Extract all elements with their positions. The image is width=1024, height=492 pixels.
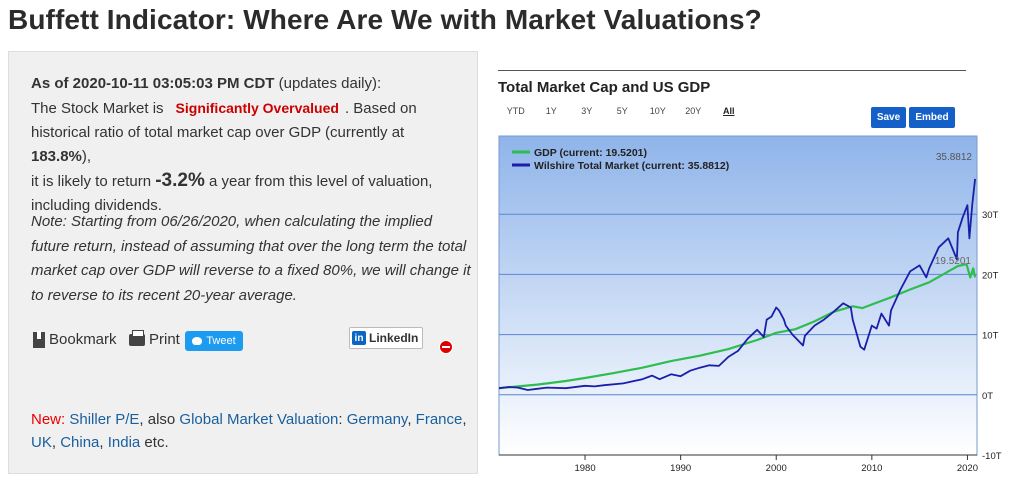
ratio-value: 183.8% <box>31 148 82 165</box>
etc-text: etc. <box>140 434 169 451</box>
range-3y[interactable]: 3Y <box>581 106 593 116</box>
chart-title: Total Market Cap and US GDP <box>498 79 711 96</box>
france-link[interactable]: France <box>415 411 463 428</box>
valuation-summary-text: As of 2020-10-11 03:05:03 PM CDT (update… <box>31 72 461 218</box>
uk-link[interactable]: UK <box>31 434 52 451</box>
global-valuation-link[interactable]: Global Market Valuation <box>179 411 339 428</box>
ratio-text: historical ratio of total market cap ove… <box>31 124 405 141</box>
ratio-close: ), <box>81 148 92 165</box>
plot-background <box>498 135 978 456</box>
bookmark-label: Bookmark <box>49 331 117 348</box>
range-all[interactable]: All <box>722 106 735 116</box>
as-of-timestamp: As of 2020-10-11 03:05:03 PM CDT <box>31 75 275 92</box>
valuation-summary-panel: As of 2020-10-11 03:05:03 PM CDT (update… <box>8 51 478 474</box>
valuation-status: Significantly Overvalued <box>175 100 339 116</box>
print-button[interactable]: Print <box>129 329 180 348</box>
linkedin-share-button[interactable]: in LinkedIn <box>349 327 424 349</box>
y-tick-label: 20T <box>982 270 999 281</box>
return-text-a: it is likely to return <box>31 173 156 190</box>
x-tick-label: 2010 <box>861 463 882 474</box>
market-cap-gdp-chart: -10T 0T 10T 20T 30T 1980 1990 2000 2010 2020 GDP… <box>498 135 1002 474</box>
share-actions: Bookmark Print Tweet in LinkedIn <box>33 327 473 355</box>
bookmark-button[interactable]: Bookmark <box>33 330 117 348</box>
implied-return-value: -3.2% <box>155 170 205 191</box>
y-tick-label: 0T <box>982 391 993 402</box>
updates-note: (updates daily): <box>274 75 382 92</box>
y-tick-label: 30T <box>982 210 999 221</box>
dividends-text: including dividends. <box>31 197 162 214</box>
linkedin-label: LinkedIn <box>369 331 419 345</box>
x-tick-label: 2020 <box>957 463 978 474</box>
page-title: Buffett Indicator: Where Are We with Mar… <box>8 4 762 35</box>
tweet-label: Tweet <box>206 335 236 347</box>
range-selector: YTD 1Y 3Y 5Y 10Y 20Y All <box>498 106 747 116</box>
shiller-pe-link[interactable]: Shiller P/E <box>69 411 140 428</box>
range-5y[interactable]: 5Y <box>616 106 628 116</box>
china-link[interactable]: China <box>60 434 100 451</box>
linkedin-icon: in <box>352 331 366 345</box>
new-label: New: <box>31 411 66 428</box>
twitter-bird-icon <box>192 337 203 345</box>
save-button[interactable]: Save <box>871 107 906 128</box>
y-tick-label: 10T <box>982 331 999 342</box>
india-link[interactable]: India <box>107 434 141 451</box>
legend-wilshire-label: Wilshire Total Market (current: 35.8812) <box>534 160 729 172</box>
print-label: Print <box>149 331 180 348</box>
tweet-button[interactable]: Tweet <box>185 331 243 351</box>
market-is-label: The Stock Market is <box>31 100 164 117</box>
range-10y[interactable]: 10Y <box>649 106 666 116</box>
x-tick-label: 1980 <box>574 463 595 474</box>
gdp-series-line <box>498 263 977 390</box>
based-on-text: . Based on <box>344 100 417 117</box>
also-text: , also <box>139 411 180 428</box>
methodology-note: Note: Starting from 06/26/2020, when cal… <box>31 213 471 304</box>
wilshire-last-value-label: 35.8812 <box>936 152 973 163</box>
y-tick-label: -10T <box>982 451 1002 462</box>
chart-top-rule <box>498 70 966 71</box>
embed-button[interactable]: Embed <box>909 107 955 128</box>
return-text-b: a year from this level of valuation, <box>204 173 433 190</box>
wilshire-series-line <box>498 178 976 391</box>
legend-gdp-label: GDP (current: 19.5201) <box>534 147 647 159</box>
range-20y[interactable]: 20Y <box>685 106 702 116</box>
x-tick-label: 1990 <box>670 463 691 474</box>
blocked-badge-icon <box>439 340 453 354</box>
colon-text: : <box>338 411 347 428</box>
bookmark-icon <box>33 330 45 348</box>
x-tick-label: 2000 <box>766 463 787 474</box>
germany-link[interactable]: Germany <box>346 411 408 428</box>
range-ytd[interactable]: YTD <box>506 106 525 116</box>
related-links: New: Shiller P/E, also Global Market Val… <box>31 411 467 451</box>
gdp-last-value-label: 19.5201 <box>935 256 972 267</box>
range-1y[interactable]: 1Y <box>545 106 557 116</box>
print-icon <box>129 329 145 346</box>
